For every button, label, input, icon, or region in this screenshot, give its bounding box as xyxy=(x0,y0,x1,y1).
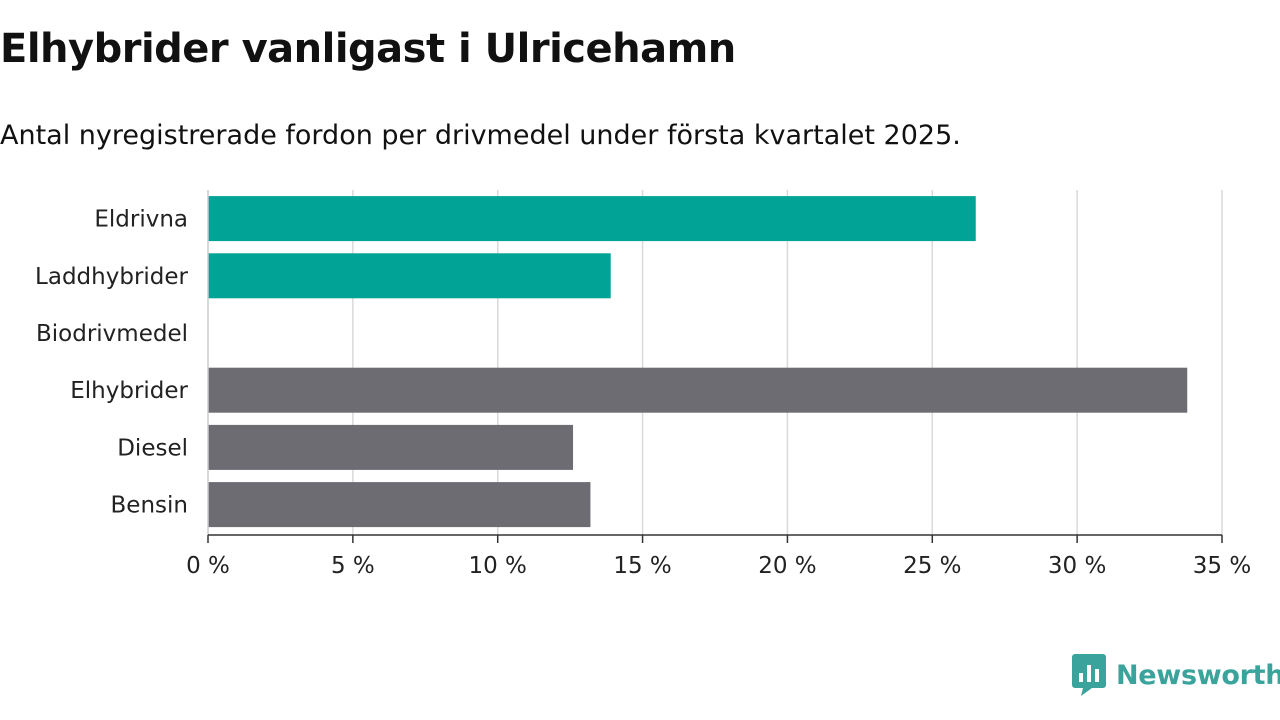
bar-bensin xyxy=(208,482,591,528)
x-tick-label-0: 0 % xyxy=(186,553,230,579)
category-label-eldrivna: Eldrivna xyxy=(94,207,188,233)
x-tick-label-6: 30 % xyxy=(1048,553,1106,579)
category-label-elhybrider: Elhybrider xyxy=(70,378,188,404)
bar-laddhybrider xyxy=(208,253,611,299)
x-tick-label-7: 35 % xyxy=(1193,553,1251,579)
chart-subtitle: Antal nyregistrerade fordon per drivmede… xyxy=(0,120,961,151)
chart-title: Elhybrider vanligast i Ulricehamn xyxy=(0,26,736,72)
brand-name: Newsworthy xyxy=(1116,659,1280,691)
x-tick-label-5: 25 % xyxy=(903,553,961,579)
x-tick-label-1: 5 % xyxy=(331,553,375,579)
category-label-bensin: Bensin xyxy=(111,493,188,519)
newsworthy-logo-icon xyxy=(1072,654,1106,696)
x-tick-label-3: 15 % xyxy=(613,553,671,579)
x-tick-label-2: 10 % xyxy=(468,553,526,579)
bar-eldrivna xyxy=(208,196,976,242)
bar-elhybrider xyxy=(208,367,1188,413)
category-label-biodrivmedel: Biodrivmedel xyxy=(36,321,188,347)
bar-chart: Eldrivna Laddhybrider Biodrivmedel Elhybrid… xyxy=(35,190,1251,579)
bar-diesel xyxy=(208,424,574,470)
newsworthy-brand: Newsworthy xyxy=(1072,654,1280,696)
x-tick-label-4: 20 % xyxy=(758,553,816,579)
category-label-diesel: Diesel xyxy=(117,435,188,461)
category-label-laddhybrider: Laddhybrider xyxy=(35,264,188,290)
